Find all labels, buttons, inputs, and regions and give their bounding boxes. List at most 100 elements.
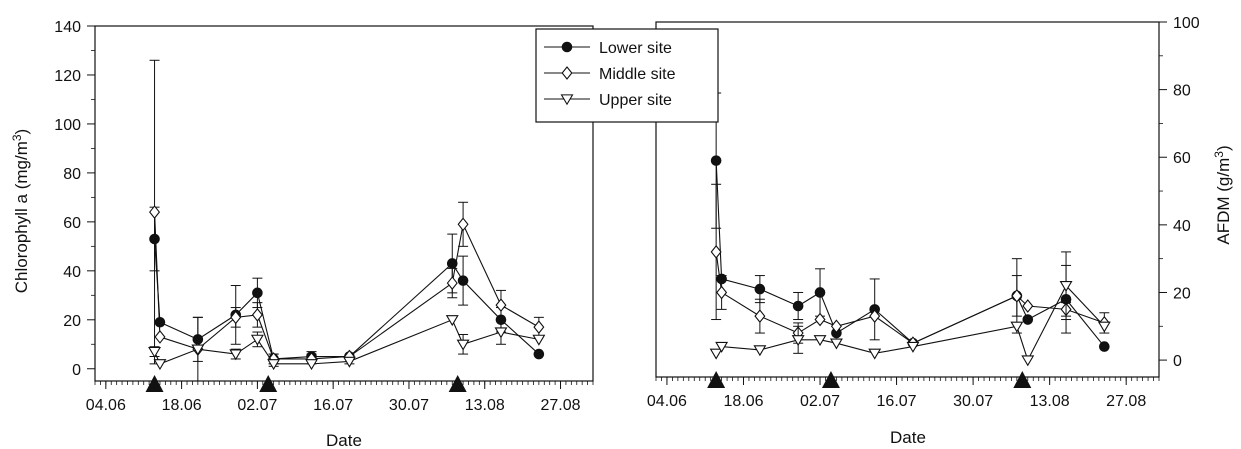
- x-tick-label: 16.07: [877, 393, 917, 410]
- data-point: [710, 245, 722, 259]
- data-point: [305, 359, 318, 371]
- x-tick-label: 18.06: [162, 397, 202, 414]
- data-point: [252, 287, 263, 299]
- plot-frame: [94, 25, 594, 382]
- data-point: [813, 335, 827, 347]
- data-point: [230, 310, 242, 325]
- legend-marker: [561, 41, 573, 53]
- x-axis: 04.06 18.06 02.07 16.07 30.07 13.08 27.08: [86, 381, 594, 414]
- data-point: [869, 309, 881, 324]
- x-axis-title: Date: [890, 428, 926, 447]
- x-tick-label: 04.06: [86, 397, 126, 414]
- data-point: [710, 155, 722, 166]
- data-point: [191, 344, 205, 356]
- flood-event-marker: [448, 375, 467, 392]
- data-point: [533, 320, 545, 335]
- x-tick-label: 27.08: [1106, 393, 1146, 410]
- data-point: [495, 298, 507, 312]
- y-tick-label: 40: [63, 264, 81, 281]
- data-point: [1097, 321, 1111, 333]
- y-tick-label: 0: [1173, 353, 1182, 370]
- series-line: [153, 212, 540, 360]
- legend-label: Lower site: [599, 40, 672, 57]
- y-axis-title: AFDM (g/m3): [1212, 145, 1233, 244]
- data-point: [229, 349, 243, 361]
- series-upper-site: [148, 315, 546, 371]
- data-point: [1059, 281, 1073, 293]
- legend-label: Middle site: [599, 66, 676, 83]
- x-tick-label: 30.07: [953, 393, 993, 410]
- data-point: [446, 276, 458, 290]
- data-point: [868, 348, 882, 360]
- data-point: [457, 275, 469, 286]
- data-point: [342, 356, 356, 368]
- series-layer: [709, 92, 1111, 367]
- x-axis: 04.06 18.06 02.07 16.07 30.07 13.08 27.08: [647, 377, 1160, 410]
- series-layer: [148, 59, 546, 382]
- plot-frame: [655, 21, 1160, 378]
- data-point: [250, 334, 264, 346]
- flood-markers: [145, 375, 467, 392]
- legend-entry: Middle site: [544, 66, 676, 83]
- data-point: [1021, 355, 1035, 367]
- x-tick-label: 30.07: [389, 397, 429, 414]
- data-point: [814, 312, 826, 327]
- data-point: [814, 287, 826, 298]
- x-tick-label: 02.07: [237, 397, 277, 414]
- data-point: [754, 283, 766, 295]
- y-tick-label: 20: [1173, 285, 1191, 302]
- y-axis: 0 20 40 60 80 100: [1159, 15, 1200, 370]
- x-tick-label: 02.07: [800, 393, 840, 410]
- data-point: [792, 300, 804, 312]
- flood-event-marker: [707, 371, 726, 388]
- x-tick-label: 04.06: [647, 393, 687, 410]
- data-point: [533, 348, 545, 360]
- legend-entry: Upper site: [544, 92, 672, 109]
- data-point: [709, 348, 723, 360]
- x-axis-title: Date: [326, 431, 362, 449]
- y-tick-label: 120: [54, 68, 81, 85]
- data-point: [1099, 341, 1110, 352]
- y-tick-label: 0: [72, 362, 81, 379]
- data-point: [791, 335, 805, 347]
- data-point: [149, 205, 161, 219]
- data-point: [251, 308, 263, 322]
- data-point: [457, 217, 469, 232]
- series-lower-site: [710, 92, 1110, 352]
- y-tick-label: 140: [54, 19, 81, 36]
- data-point: [154, 330, 166, 344]
- series-line: [715, 251, 1105, 344]
- y-tick-label: 60: [1173, 150, 1191, 167]
- data-point: [754, 309, 766, 324]
- data-point: [532, 334, 546, 346]
- x-tick-label: 16.07: [313, 397, 353, 414]
- y-axis: 0 20 40 60 80 100 120 140: [54, 19, 95, 379]
- flood-event-marker: [145, 375, 164, 392]
- afdm-panel: 04.06 18.06 02.07 16.07 30.07 13.08 27.08 0 20 4…: [647, 15, 1233, 447]
- data-point: [1022, 314, 1034, 325]
- data-point: [148, 346, 162, 358]
- x-tick-label: 13.08: [465, 397, 505, 414]
- flood-event-marker: [1013, 371, 1032, 388]
- flood-markers: [707, 371, 1032, 388]
- y-tick-label: 80: [1173, 83, 1191, 100]
- legend-label: Upper site: [599, 92, 672, 109]
- data-point: [753, 345, 767, 357]
- legend: Lower site Middle site Upper site: [535, 28, 719, 123]
- x-tick-label: 18.06: [723, 393, 763, 410]
- data-point: [153, 359, 167, 371]
- series-upper-site: [709, 251, 1111, 367]
- series-line: [153, 238, 540, 360]
- data-point: [830, 319, 842, 334]
- legend-marker: [560, 94, 574, 106]
- y-tick-label: 20: [63, 313, 81, 330]
- y-tick-label: 40: [1173, 218, 1191, 235]
- series-middle-site: [710, 183, 1110, 351]
- y-tick-label: 100: [1173, 15, 1200, 32]
- series-line: [154, 319, 539, 365]
- y-tick-label: 100: [54, 117, 81, 134]
- data-point: [1010, 321, 1024, 333]
- data-point: [494, 327, 508, 339]
- series-line: [715, 160, 1105, 347]
